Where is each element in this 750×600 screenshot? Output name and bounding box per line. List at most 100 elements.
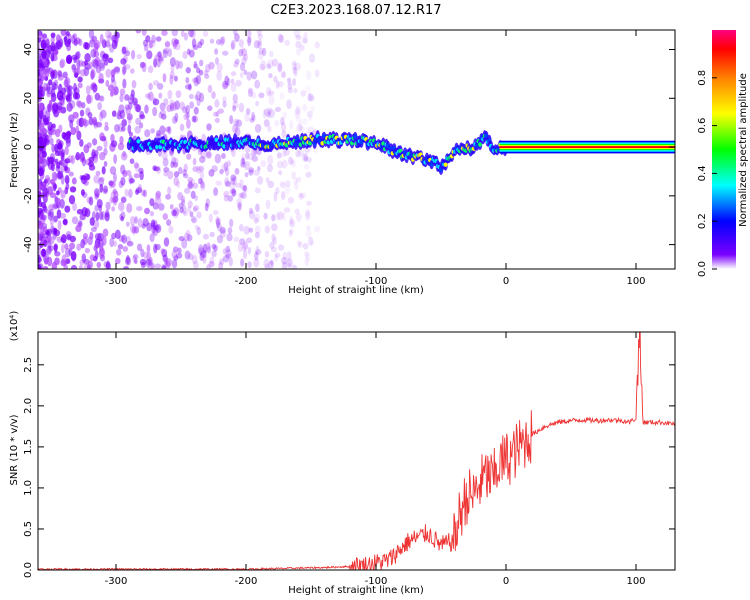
- spectrogram-noise-cell: [255, 249, 262, 256]
- spectrogram-noise-cell: [102, 53, 109, 62]
- spectrogram-noise-cell: [225, 253, 231, 259]
- spectrogram-noise-cell: [190, 178, 196, 186]
- spectrogram-noise-cell: [265, 177, 270, 183]
- spectrogram-noise-cell: [254, 79, 261, 89]
- spectrogram-noise-cell: [182, 106, 188, 114]
- spectrogram-noise-cell: [211, 250, 217, 258]
- spectrogram-noise-cell: [172, 41, 177, 50]
- spectrogram-noise-cell: [59, 198, 65, 209]
- spectrogram-noise-cell: [71, 64, 77, 73]
- spectrogram-noise-cell: [244, 172, 249, 178]
- spectrogram-noise-cell: [292, 61, 297, 71]
- spectrogram-noise-cell: [69, 186, 77, 193]
- spectrogram-noise-cell: [128, 174, 133, 185]
- spectrogram-noise-cell: [125, 169, 132, 176]
- spectrogram-noise-cell: [172, 40, 179, 48]
- spectrogram-noise-cell: [48, 99, 53, 108]
- spectrogram-noise-cell: [134, 216, 138, 224]
- spectrogram-noise-cell: [78, 38, 83, 46]
- spectrogram-noise-cell: [61, 131, 67, 140]
- spectrogram-noise-cell: [158, 112, 163, 119]
- spectrogram-noise-cell: [120, 211, 126, 220]
- spectrogram-noise-cell: [60, 233, 67, 244]
- spectrogram-noise-cell: [262, 109, 267, 119]
- spectrogram-ridge-core: [307, 141, 312, 146]
- spectrogram-noise-cell: [245, 237, 253, 244]
- spectrogram-noise-cell: [51, 81, 57, 91]
- spectrogram-noise-cell: [215, 110, 220, 117]
- spectrogram-noise-cell: [163, 237, 170, 247]
- spectrogram-noise-cell: [277, 33, 283, 42]
- spectrogram-noise-cell: [94, 193, 99, 200]
- spectrogram-noise-cell: [127, 124, 132, 134]
- spectrogram-noise-cell: [44, 67, 50, 78]
- spectrogram-noise-cell: [150, 219, 156, 228]
- spectrogram-noise-cell: [145, 93, 151, 99]
- snr-x-tick-label: -300: [105, 576, 128, 587]
- spectrogram-noise-cell: [38, 212, 41, 218]
- spectrogram-noise-cell: [222, 80, 229, 90]
- spectrogram-noise-cell: [50, 162, 55, 172]
- spectrogram-noise-cell: [264, 225, 270, 234]
- spectrogram-noise-cell: [173, 171, 180, 178]
- spectrogram-noise-cell: [185, 67, 191, 74]
- spectrogram-noise-cell: [248, 207, 254, 215]
- spectrogram-noise-cell: [106, 34, 112, 42]
- spectrogram-noise-cell: [230, 39, 236, 50]
- spectrogram-noise-cell: [122, 78, 127, 89]
- spectrogram-noise-cell: [107, 84, 115, 92]
- spectrogram-noise-cell: [222, 82, 229, 88]
- spectrogram-noise-cell: [234, 33, 240, 43]
- spectrogram-noise-cell: [155, 190, 162, 198]
- spectrogram-noise-cell: [296, 176, 302, 183]
- spectrogram-noise-cell: [56, 190, 60, 196]
- spectrogram-noise-cell: [140, 61, 147, 68]
- spectrogram-noise-cell: [257, 40, 262, 49]
- spectrogram-noise-cell: [232, 124, 238, 134]
- spectrogram-noise-cell: [199, 59, 204, 67]
- spectrogram-noise-cell: [196, 67, 201, 74]
- spectrogram-noise-cell: [80, 238, 85, 249]
- spectrogram-noise-cell: [225, 166, 230, 177]
- spectrogram-noise-cell: [56, 171, 63, 180]
- spectrogram-noise-cell: [162, 73, 167, 83]
- spectrogram-noise-cell: [274, 106, 282, 112]
- snr-x-tick-label: 0: [503, 576, 509, 587]
- spectrogram-noise-cell: [183, 113, 189, 121]
- spectrogram-noise-cell: [60, 243, 65, 254]
- spectrogram-noise-cell: [90, 48, 97, 58]
- spectrogram-noise-cell: [134, 226, 140, 234]
- spectrogram-noise-cell: [286, 99, 292, 110]
- spectrogram-noise-cell: [45, 117, 50, 125]
- spectrogram-noise-cell: [75, 151, 81, 161]
- spectrogram-noise-cell: [274, 212, 281, 221]
- spectrogram-noise-cell: [221, 36, 226, 45]
- spectrogram-noise-cell: [167, 186, 172, 195]
- spectrogram-noise-cell: [38, 47, 41, 54]
- spectrogram-noise-cell: [268, 50, 274, 58]
- spectrogram-noise-cell: [88, 161, 95, 167]
- spectrogram-noise-cell: [246, 71, 252, 81]
- spectrogram-noise-cell: [278, 244, 285, 251]
- spectrogram-noise-cell: [38, 139, 44, 150]
- spectrogram-noise-cell: [114, 229, 121, 239]
- spectrogram-noise-cell: [72, 111, 79, 119]
- spectrogram-noise-cell: [188, 49, 195, 58]
- spectrogram-noise-cell: [222, 248, 227, 255]
- spectrogram-noise-cell: [64, 85, 70, 93]
- spectrogram-noise-cell: [116, 248, 122, 256]
- spectrogram-noise-cell: [60, 30, 67, 37]
- spectrogram-noise-cell: [131, 49, 136, 60]
- spectrogram-noise-cell: [194, 94, 199, 101]
- spectrogram-noise-cell: [248, 167, 255, 173]
- spectrogram-noise-cell: [226, 160, 232, 167]
- spectrogram-noise-cell: [174, 42, 181, 51]
- spectrogram-noise-cell: [124, 188, 129, 197]
- spectrogram-noise-cell: [92, 138, 98, 146]
- spectrogram-noise-cell: [62, 219, 68, 226]
- spectrogram-noise-cell: [247, 261, 252, 268]
- spectrogram-noise-cell: [258, 38, 262, 46]
- spectrogram-noise-cell: [76, 100, 82, 107]
- spectrogram-noise-cell: [98, 177, 105, 187]
- spectrogram-noise-cell: [218, 261, 224, 269]
